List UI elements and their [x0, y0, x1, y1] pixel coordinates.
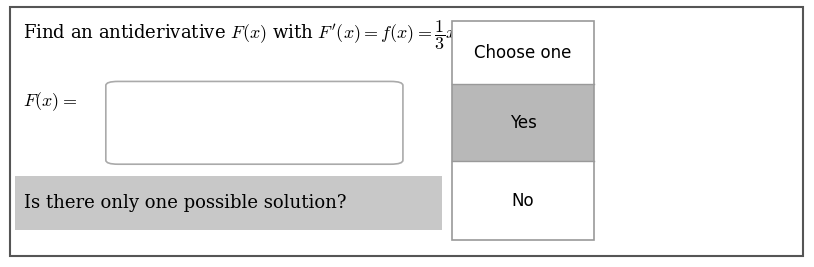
Text: Find an antiderivative $F(x)$ with $F^{\prime}(x) = f(x) = \dfrac{1}{3}x$ and $F: Find an antiderivative $F(x)$ with $F^{\… — [23, 19, 571, 52]
Bar — [452, 21, 594, 240]
Text: Yes: Yes — [510, 114, 536, 132]
Text: Is there only one possible solution?: Is there only one possible solution? — [24, 194, 347, 212]
Bar — [452, 84, 594, 162]
Text: No: No — [512, 192, 534, 210]
Bar — [15, 176, 442, 230]
FancyBboxPatch shape — [106, 81, 403, 164]
Bar — [452, 21, 594, 84]
Bar — [452, 162, 594, 240]
Text: $F(x) =$: $F(x) =$ — [23, 90, 77, 113]
Text: Choose one: Choose one — [475, 44, 571, 62]
